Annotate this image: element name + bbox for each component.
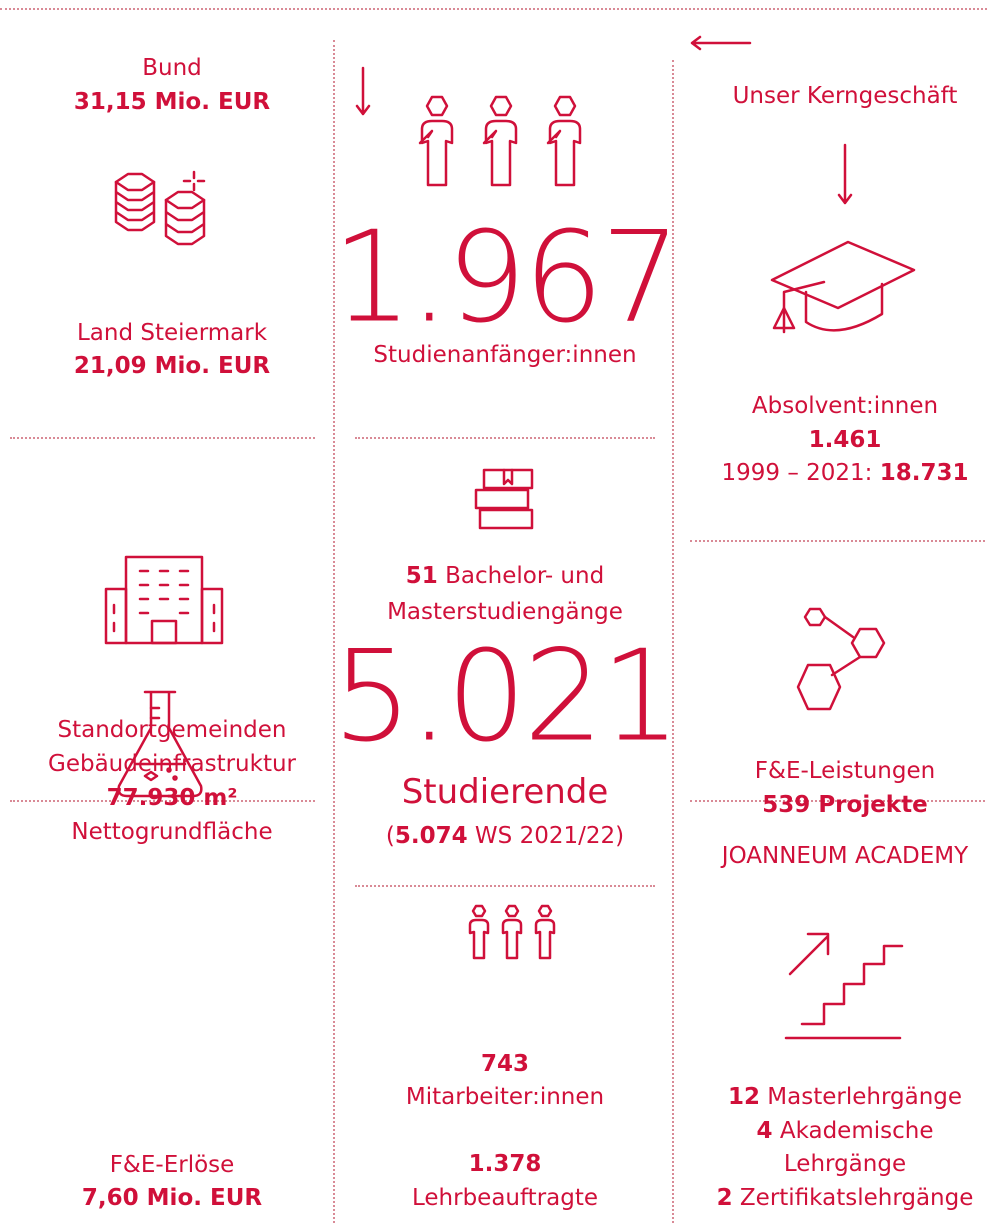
graduation-icon [770, 240, 916, 334]
count: 1.378 [468, 1151, 542, 1177]
label: F&E-Leistungen [754, 758, 936, 784]
count: 4 [756, 1117, 773, 1144]
label: 4 Akademische [757, 1118, 934, 1144]
label: Studierende [401, 772, 609, 812]
label: F&E-Erlöse [109, 1152, 235, 1178]
arrow-down [837, 143, 853, 205]
separator [690, 800, 985, 802]
label: Nettogrundfläche [71, 819, 273, 845]
people-icon [468, 904, 556, 960]
label: 51 Bachelor- und [406, 563, 604, 589]
label: (5.074 WS 2021/22) [386, 823, 624, 849]
separator [0, 8, 987, 10]
count: 743 [480, 1051, 530, 1077]
separator [10, 800, 315, 802]
label: Bund [142, 55, 202, 81]
label: 12 Masterlehrgänge [728, 1084, 962, 1110]
heading: Unser Kerngeschäft [732, 83, 958, 109]
separator [355, 437, 655, 439]
big-number: 1.967 [332, 203, 681, 351]
label: Standortgemeinden [57, 717, 287, 743]
label: 1999 – 2021: 18.731 [721, 460, 968, 486]
count: 1.461 [808, 427, 882, 453]
count: 12 [727, 1084, 760, 1110]
label: Studienanfänger:innen [373, 342, 637, 368]
count: 2 [716, 1185, 733, 1212]
count: 5.074 [394, 823, 468, 849]
text: Zertifikatslehrgänge [732, 1185, 974, 1212]
amount: 7,60 Mio. EUR [81, 1185, 263, 1211]
stairs-icon [784, 932, 904, 1040]
count: 539 Projekte [762, 792, 928, 818]
label: Land Steiermark [76, 320, 268, 346]
label: Absolvent:innen [751, 393, 939, 419]
separator [672, 60, 674, 1223]
text: WS 2021/22) [467, 823, 625, 849]
label: Masterstudiengänge [387, 599, 623, 625]
arrow-left [690, 35, 752, 51]
label: 2 Zertifikatslehrgänge [717, 1185, 974, 1211]
text: Masterlehrgänge [759, 1084, 963, 1110]
text: Lehrgänge [783, 1151, 907, 1178]
molecule-icon [796, 607, 886, 711]
heading: JOANNEUM ACADEMY [721, 843, 969, 869]
coins-icon [114, 170, 206, 246]
building-icon [104, 555, 224, 645]
count: 51 [405, 563, 438, 589]
text: 1999 – 2021: [721, 460, 880, 486]
label: Mitarbeiter:innen [405, 1084, 605, 1110]
label: Lehrbeauftragte [411, 1185, 599, 1211]
amount: 31,15 Mio. EUR [73, 89, 271, 115]
separator [10, 437, 315, 439]
count: 18.731 [879, 460, 969, 486]
text: Bachelor- und [437, 563, 605, 589]
separator [690, 540, 985, 542]
amount: 21,09 Mio. EUR [73, 353, 271, 379]
flask-icon [117, 690, 203, 798]
separator [355, 885, 655, 887]
books-icon [474, 468, 534, 530]
big-number: 5.021 [332, 622, 681, 770]
separator [333, 40, 335, 1223]
amount: 77.930 m² [106, 785, 238, 811]
arrow-down [355, 66, 371, 116]
text: ( [385, 823, 395, 849]
people-icon [418, 95, 582, 187]
text: Akademische [772, 1117, 934, 1144]
label: Lehrgänge [784, 1151, 906, 1177]
